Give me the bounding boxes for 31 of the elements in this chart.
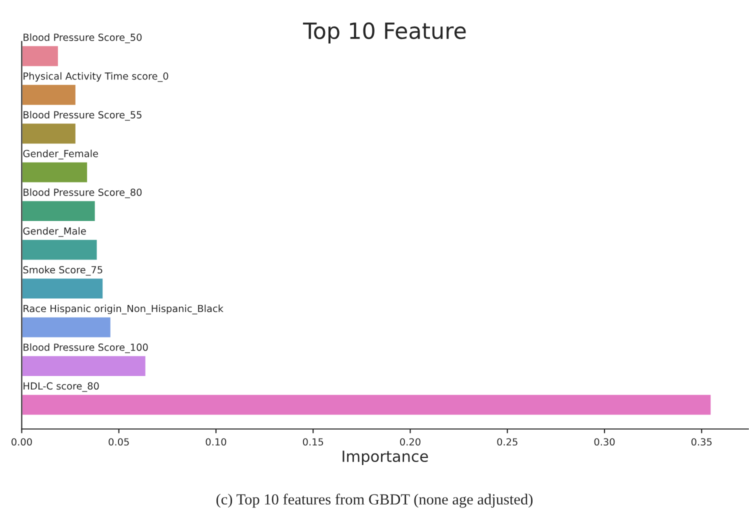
y-tick-label: Physical Activity Time score_0 (24, 72, 168, 82)
bar (22, 84, 77, 106)
y-tick-label: Blood Pressure Score_100 (24, 343, 148, 354)
x-tick-label: 0.10 (206, 438, 226, 446)
bar (22, 44, 60, 68)
y-tick-label: Gender_Male (23, 227, 86, 237)
x-tick-label: 0.20 (400, 438, 420, 446)
y-tick-label: Blood Pressure Score_50 (24, 33, 142, 44)
bar (22, 277, 104, 300)
x-tick-label: 0.30 (594, 438, 615, 446)
x-tick-label: 0.15 (302, 438, 324, 446)
bar (22, 200, 96, 222)
x-tick-label: 0.25 (497, 438, 518, 446)
y-tick-label: Blood Pressure Score_80 (24, 188, 142, 198)
chart-title: Top 10 Feature (302, 22, 466, 44)
y-tick-label: HDL-C score_80 (24, 382, 99, 392)
bar (22, 316, 112, 339)
bar (22, 122, 77, 145)
y-tick-label: Race Hispanic origin_Non_Hispanic_Black (24, 304, 224, 314)
x-tick-label: 0.00 (12, 438, 32, 446)
bar (22, 393, 712, 416)
bar (22, 238, 98, 262)
y-tick-label: Blood Pressure Score_55 (24, 110, 142, 121)
y-tick-label: Gender_Female (23, 150, 98, 160)
x-axis-title: Importance (342, 450, 428, 465)
x-tick-label: 0.35 (691, 438, 712, 446)
text: (c) Top 10 features from GBDT (none age adjusted) (216, 494, 533, 508)
y-tick-label: Smoke Score_75 (23, 266, 102, 276)
bar (22, 161, 88, 184)
bar (22, 354, 147, 378)
x-tick-label: 0.05 (108, 438, 129, 446)
